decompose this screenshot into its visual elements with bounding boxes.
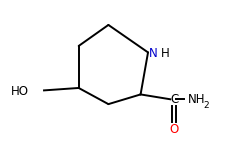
Text: NH: NH [188, 93, 205, 106]
Text: H: H [161, 47, 170, 60]
Text: N: N [149, 47, 158, 60]
Text: 2: 2 [204, 101, 209, 110]
Text: C: C [170, 93, 179, 106]
Text: HO: HO [11, 85, 29, 98]
Text: O: O [169, 124, 178, 136]
